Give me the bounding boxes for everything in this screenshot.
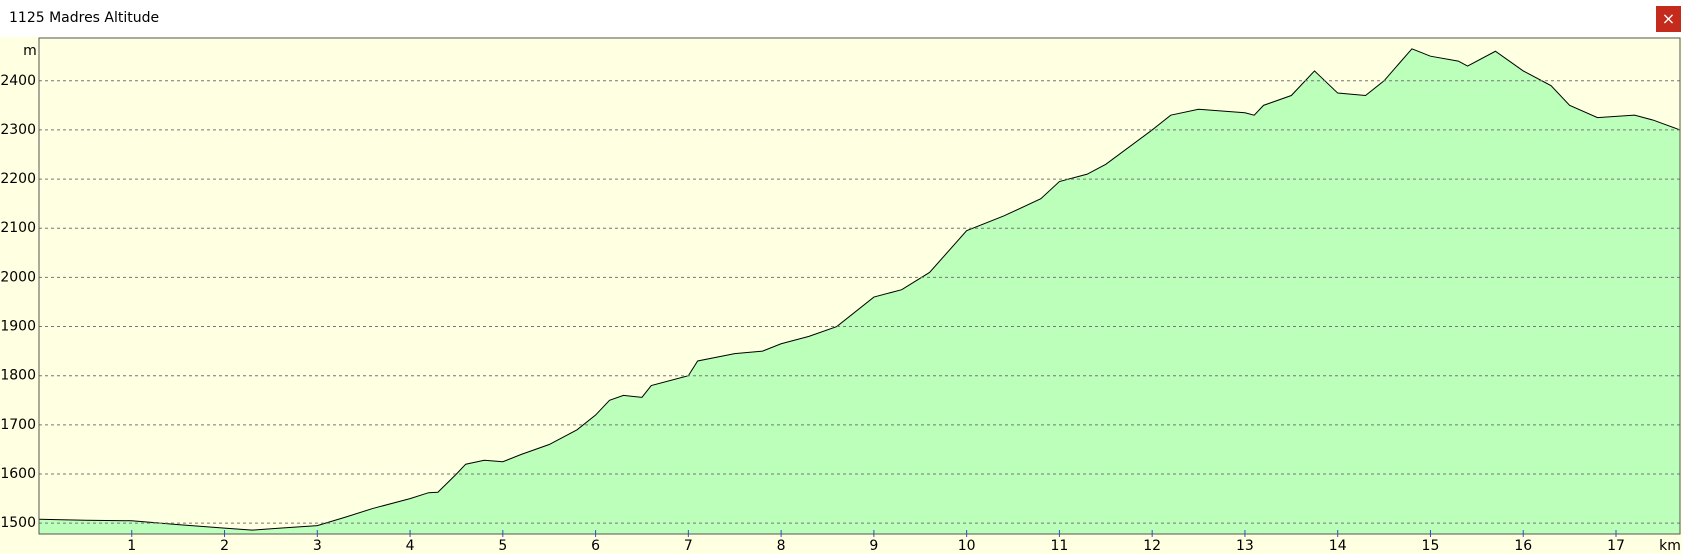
y-tick-label: 1500: [0, 515, 36, 531]
x-tick-label: 15: [1422, 538, 1440, 554]
y-tick-label: 2300: [0, 122, 36, 138]
x-tick-label: 17: [1607, 538, 1625, 554]
x-axis-unit: km: [1659, 538, 1681, 554]
altitude-line: [38, 48, 1681, 531]
x-tick-label: 12: [1143, 538, 1161, 554]
x-tick-label: 3: [313, 538, 322, 554]
plot-border: [38, 37, 1681, 535]
chart: 1500 1600 1700 1800 1900 2000 2100 2200 2300 2400…: [0, 37, 1682, 554]
x-tick-label: 10: [958, 538, 976, 554]
y-tick-label: 2400: [0, 73, 36, 89]
x-tick-label: 6: [591, 538, 600, 554]
x-tick-label: 2: [220, 538, 229, 554]
y-tick-label: 1600: [0, 466, 36, 482]
y-tick-label: 2000: [0, 269, 36, 285]
y-axis-unit: m: [23, 43, 37, 59]
y-tick-label: 2200: [0, 171, 36, 187]
y-tick-label: 2100: [0, 220, 36, 236]
y-tick-label: 1700: [0, 417, 36, 433]
x-tick-label: 16: [1514, 538, 1532, 554]
x-tick-label: 11: [1050, 538, 1068, 554]
x-tick-label: 13: [1236, 538, 1254, 554]
x-tick-label: 4: [406, 538, 415, 554]
y-tick-label: 1900: [0, 319, 36, 335]
x-tick-label: 7: [684, 538, 693, 554]
window-title: 1125 Madres Altitude: [9, 10, 160, 26]
x-tick-label: 9: [869, 538, 878, 554]
title-bar: 1125 Madres Altitude ×: [0, 0, 1682, 37]
area-fill: [39, 48, 1680, 535]
x-tick-label: 1: [127, 538, 136, 554]
y-tick-label: 1800: [0, 368, 36, 384]
x-tick-label: 5: [498, 538, 507, 554]
x-tick-label: 8: [777, 538, 786, 554]
x-tick-label: 14: [1329, 538, 1347, 554]
close-button[interactable]: ×: [1656, 6, 1681, 32]
